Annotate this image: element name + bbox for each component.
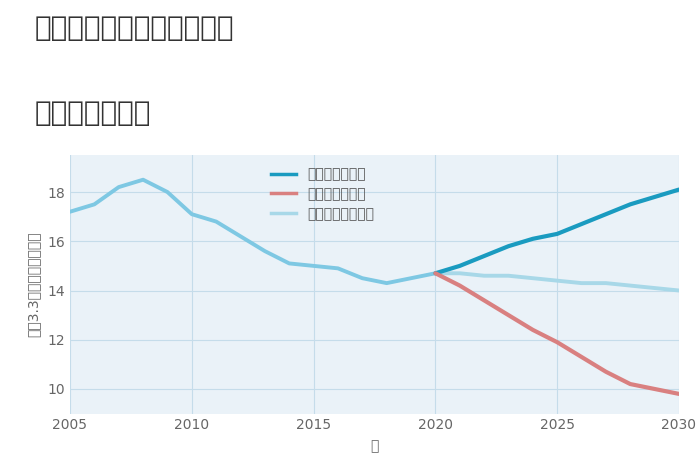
- Text: 土地の価格推移: 土地の価格推移: [35, 99, 151, 127]
- Legend: グッドシナリオ, バッドシナリオ, ノーマルシナリオ: グッドシナリオ, バッドシナリオ, ノーマルシナリオ: [265, 162, 379, 226]
- Y-axis label: 坪（3.3㎡）単価（万円）: 坪（3.3㎡）単価（万円）: [27, 232, 41, 337]
- Text: 三重県松阪市飯南町横野の: 三重県松阪市飯南町横野の: [35, 14, 235, 42]
- X-axis label: 年: 年: [370, 439, 379, 454]
